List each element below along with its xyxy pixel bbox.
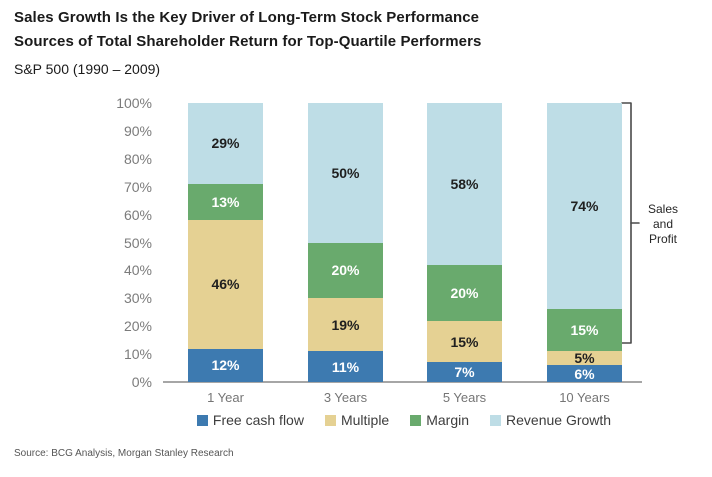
segment-value-label: 29% — [211, 135, 240, 152]
segment-value-label: 46% — [211, 276, 240, 293]
bar-segment: 5% — [547, 350, 622, 367]
chart-subtitle: S&P 500 (1990 – 2009) — [14, 61, 161, 77]
chart-title-line1: Sales Growth Is the Key Driver of Long-T… — [14, 9, 480, 26]
segment-value-label: 20% — [450, 284, 479, 301]
x-axis-category-label: 3 Years — [323, 390, 368, 405]
segment-value-label: 20% — [331, 262, 360, 279]
y-axis-tick-label: 50% — [123, 234, 152, 251]
bracket-label: Sales and Profit — [647, 202, 679, 246]
segment-value-label: 19% — [331, 316, 360, 333]
legend-swatch — [410, 414, 422, 426]
segment-value-label: 5% — [574, 350, 595, 367]
legend: Free cash flow Multiple Margin Revenue Grow… — [160, 412, 648, 428]
y-axis-tick-label: 30% — [123, 290, 152, 307]
x-axis-category-label: 10 Years — [559, 390, 610, 405]
segment-value-label: 12% — [211, 357, 240, 374]
bar-segment: 19% — [308, 298, 383, 352]
legend-swatch — [196, 414, 208, 426]
segment-value-label: 15% — [450, 333, 479, 350]
legend-label: Revenue Growth — [506, 412, 612, 428]
legend-item: Free cash flow — [196, 412, 304, 428]
legend-item: Revenue Growth — [490, 412, 611, 428]
y-axis-tick-label: 70% — [123, 178, 152, 195]
bar-segment: 20% — [308, 242, 383, 299]
bar-segment: 50% — [308, 103, 383, 243]
segment-value-label: 7% — [454, 364, 475, 381]
legend-label: Free cash flow — [212, 412, 304, 428]
bar-segment: 7% — [427, 362, 502, 382]
segment-value-label: 6% — [574, 365, 595, 382]
bar-segment: 29% — [188, 103, 263, 184]
y-axis-tick-label: 20% — [123, 318, 152, 335]
legend-swatch — [490, 414, 502, 426]
x-axis-category-label: 5 Years — [442, 390, 487, 405]
bar-segment: 6% — [547, 365, 622, 382]
bar-segment: 12% — [188, 348, 263, 382]
segment-value-label: 15% — [570, 322, 599, 339]
bar-segment: 15% — [427, 320, 502, 363]
y-axis-tick-label: 40% — [123, 262, 152, 279]
y-axis-tick-label: 90% — [123, 122, 152, 139]
legend-item: Multiple — [324, 412, 390, 428]
x-axis-baseline — [163, 381, 642, 383]
segment-value-label: 58% — [450, 175, 479, 192]
segment-value-label: 13% — [211, 194, 240, 211]
bar-segment: 74% — [547, 103, 622, 310]
y-axis-tick-label: 100% — [116, 95, 152, 111]
legend-item: Margin — [410, 412, 469, 428]
sales-and-profit-bracket — [621, 102, 640, 344]
bar-segment: 20% — [427, 264, 502, 321]
bar-segment: 13% — [188, 183, 263, 221]
y-axis-tick-label: 0% — [131, 374, 152, 390]
legend-label: Margin — [426, 412, 470, 428]
segment-value-label: 50% — [331, 164, 360, 181]
bar-segment: 58% — [427, 103, 502, 265]
legend-swatch — [324, 414, 336, 426]
segment-value-label: 74% — [570, 198, 599, 215]
bar-segment: 11% — [308, 351, 383, 382]
y-axis-tick-label: 80% — [123, 150, 152, 167]
legend-label: Multiple — [340, 412, 390, 428]
source-note: Source: BCG Analysis, Morgan Stanley Res… — [14, 448, 234, 459]
bar-segment: 46% — [188, 220, 263, 349]
y-axis-tick-label: 10% — [123, 346, 152, 363]
bar-segment: 15% — [547, 309, 622, 352]
y-axis-tick-label: 60% — [123, 206, 152, 223]
chart-title-line2: Sources of Total Shareholder Return for … — [14, 33, 482, 50]
x-axis-category-label: 1 Year — [207, 390, 244, 405]
segment-value-label: 11% — [331, 358, 360, 375]
